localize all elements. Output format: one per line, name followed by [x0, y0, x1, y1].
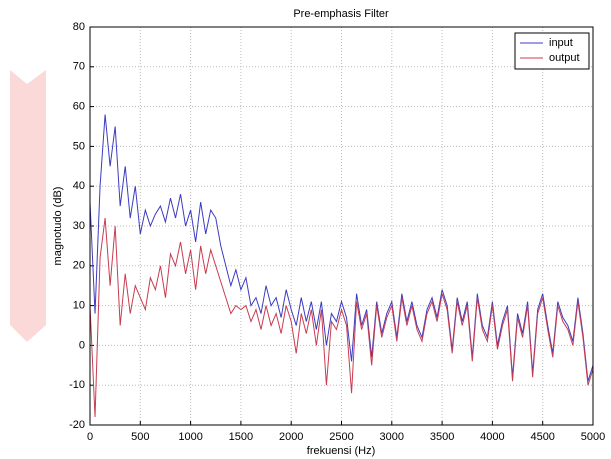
x-tick-label: 5000: [581, 431, 605, 443]
x-tick-label: 3500: [430, 431, 454, 443]
x-tick-label: 2000: [279, 431, 303, 443]
y-tick-label: 0: [79, 339, 85, 351]
x-tick-label: 2500: [329, 431, 353, 443]
x-axis-label: frekuensi (Hz): [307, 445, 375, 457]
x-tick-label: 1000: [178, 431, 202, 443]
series-line: [89, 217, 594, 418]
x-tick-label: 500: [131, 431, 149, 443]
x-tick-label: 4500: [530, 431, 554, 443]
y-tick-label: 40: [73, 180, 85, 192]
y-tick-label: 20: [73, 260, 85, 272]
x-tick-label: 3000: [380, 431, 404, 443]
legend-label: output: [549, 52, 580, 64]
x-tick-label: 4000: [480, 431, 504, 443]
plot-frame: [89, 26, 594, 426]
legend-label: input: [549, 37, 573, 49]
y-tick-label: 80: [73, 21, 85, 33]
y-tick-label: 10: [73, 300, 85, 312]
decorative-arrow: [10, 70, 46, 342]
y-tick-label: 30: [73, 220, 85, 232]
y-tick-label: 60: [73, 101, 85, 113]
y-tick-label: 70: [73, 61, 85, 73]
y-tick-label: -10: [69, 379, 85, 391]
y-axis-label: magnotudo (dB): [52, 187, 64, 266]
y-tick-label: -20: [69, 419, 85, 431]
chart-title: Pre-emphasis Filter: [293, 8, 389, 20]
x-tick-label: 1500: [229, 431, 253, 443]
x-tick-label: 0: [87, 431, 93, 443]
legend-box: [514, 32, 590, 70]
y-tick-label: 50: [73, 140, 85, 152]
